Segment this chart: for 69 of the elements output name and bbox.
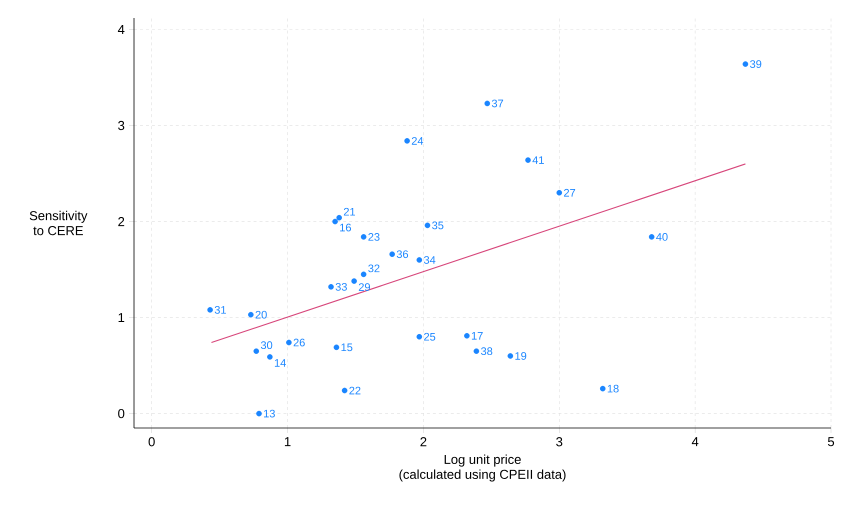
y-tick-label: 1 [118, 313, 124, 322]
point [360, 272, 366, 278]
annotation: 13 [264, 410, 275, 418]
x-tick-label: 5 [828, 437, 834, 446]
annotation: 27 [564, 188, 576, 197]
x-tick-label: 1 [284, 437, 291, 446]
point [484, 100, 490, 106]
point [389, 251, 395, 257]
annotation: 29 [358, 283, 370, 291]
point [525, 157, 531, 163]
annotation: 31 [214, 306, 226, 314]
point [248, 312, 254, 318]
point [328, 284, 334, 290]
point [360, 234, 366, 240]
point [464, 333, 470, 339]
point [556, 190, 562, 196]
point [416, 257, 422, 263]
annotation: 25 [424, 332, 436, 341]
annotation: 32 [368, 264, 380, 272]
point [648, 234, 654, 240]
point [508, 353, 514, 359]
annotation: 30 [260, 341, 272, 350]
point [416, 334, 422, 340]
point [404, 138, 410, 144]
annotation: 23 [368, 233, 380, 241]
annotation: 16 [340, 224, 351, 232]
annotation: 24 [412, 137, 424, 145]
annotation: 34 [424, 256, 436, 264]
annotation: 15 [341, 344, 352, 352]
x-tick-label: 0 [148, 437, 155, 446]
y-tick-label: 2 [118, 217, 124, 226]
point [267, 354, 273, 360]
annotation: 36 [396, 250, 408, 258]
x-tick-label: 2 [420, 437, 426, 446]
point [332, 218, 338, 224]
y-tick-label: 4 [118, 25, 124, 34]
annotation: 35 [432, 222, 444, 230]
y-axis-title: Sensitivity to CERE [30, 210, 88, 236]
x-tick-label: 4 [692, 437, 698, 446]
point [474, 348, 480, 354]
annotation: 17 [472, 332, 483, 340]
annotation: 37 [492, 100, 504, 108]
point [742, 61, 748, 67]
point [334, 344, 340, 350]
annotation: 39 [750, 60, 762, 68]
annotation: 22 [349, 386, 360, 394]
annotation: 14 [274, 359, 286, 367]
point [256, 410, 262, 416]
x-tick-label: 3 [556, 437, 562, 446]
point [253, 348, 260, 354]
point [286, 340, 292, 346]
point [342, 388, 348, 394]
annotation: 33 [336, 282, 347, 291]
point [351, 278, 357, 284]
y-tick-label: 0 [118, 408, 124, 418]
annotation: 19 [515, 352, 526, 360]
annotation: 20 [256, 310, 267, 319]
point [424, 222, 430, 228]
annotation: 21 [344, 208, 356, 216]
y-tick-label: 3 [118, 120, 124, 130]
point [336, 214, 342, 220]
annotation: 40 [656, 233, 668, 241]
point [600, 386, 606, 392]
annotation: 18 [608, 384, 619, 392]
annotation: 41 [532, 156, 544, 164]
x-axis-title: Log unit price (calculated using CPEII data) [399, 454, 566, 482]
annotation: 26 [294, 338, 305, 346]
annotation: 38 [481, 347, 492, 356]
point [207, 307, 213, 313]
